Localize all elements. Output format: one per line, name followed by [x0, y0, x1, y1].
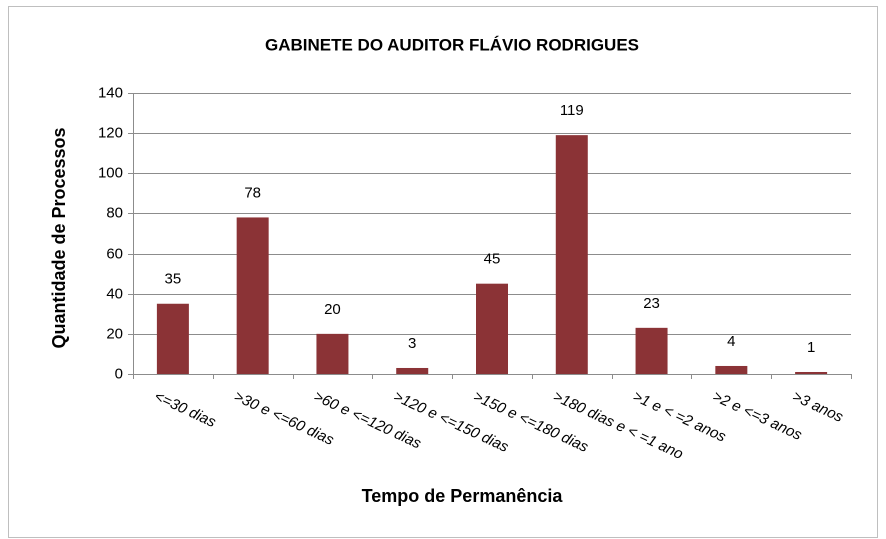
y-tick-label: 80: [106, 204, 123, 221]
y-tick-label: 0: [115, 365, 123, 382]
y-tick-label: 40: [106, 285, 123, 302]
bar: [156, 303, 189, 374]
data-label: 23: [643, 295, 660, 312]
data-label: 78: [244, 184, 261, 201]
y-tick-label: 60: [106, 245, 123, 262]
data-label: 1: [807, 339, 815, 356]
data-label: 4: [727, 333, 735, 350]
data-label: 45: [484, 251, 501, 268]
bar: [635, 327, 668, 374]
bar: [795, 371, 828, 374]
data-label: 119: [560, 102, 584, 119]
y-tick-label: 140: [98, 84, 123, 101]
bar: [476, 283, 508, 374]
data-label: 3: [408, 335, 416, 352]
chart-border: [8, 6, 878, 538]
y-axis-label: Quantidade de Processos: [49, 127, 69, 348]
bar: [555, 135, 588, 374]
bar: [715, 365, 748, 374]
y-tick-label: 20: [106, 325, 123, 342]
data-label: 20: [324, 301, 341, 318]
y-tick-label: 120: [98, 124, 123, 141]
bar: [396, 367, 429, 374]
x-axis-label: Tempo de Permanência: [362, 486, 564, 506]
bar: [236, 217, 269, 374]
bar: [316, 333, 349, 374]
y-tick-label: 100: [98, 164, 123, 181]
chart-title: GABINETE DO AUDITOR FLÁVIO RODRIGUES: [265, 35, 639, 54]
data-label: 35: [165, 271, 182, 288]
